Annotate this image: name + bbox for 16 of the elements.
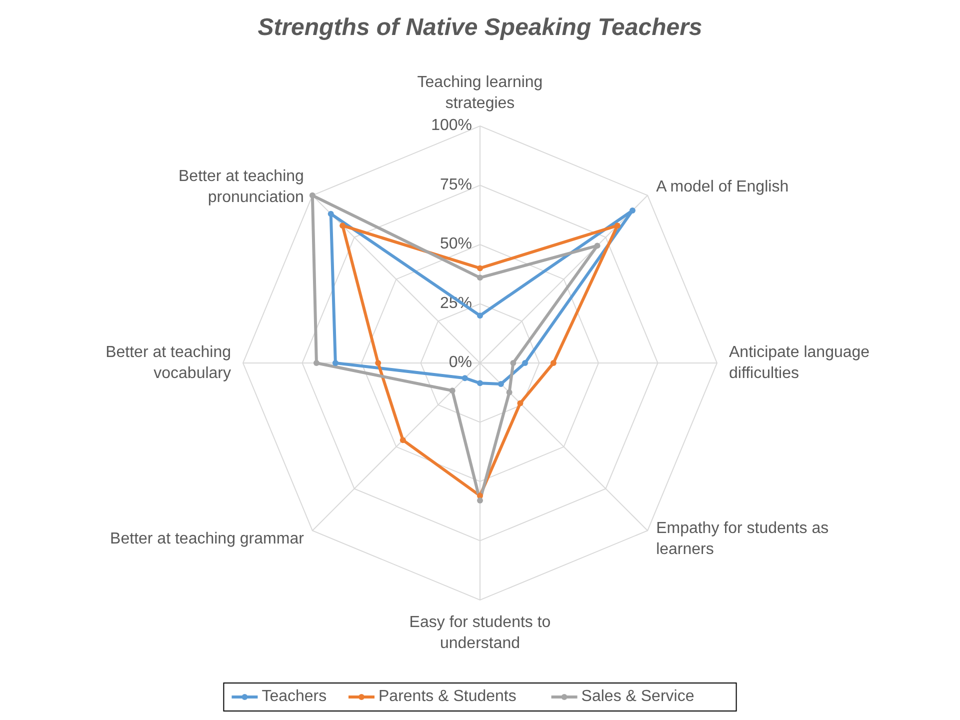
spoke-label: Easy for students to understand (409, 614, 551, 652)
y-tick-label: 50% (440, 236, 472, 253)
spoke-label: A model of English (656, 178, 789, 196)
spoke-label: Anticipate language difficulties (729, 344, 870, 382)
spoke-label: Better at teaching pronunciation (178, 168, 304, 206)
legend-label: Sales & Service (581, 688, 694, 706)
spoke-label: Empathy for students as learners (656, 520, 829, 558)
legend-label: Teachers (262, 688, 327, 706)
spoke-label: Better at teaching grammar (110, 530, 305, 548)
y-tick-label: 75% (440, 176, 472, 194)
spoke-label: Better at teaching vocabulary (106, 344, 231, 382)
y-tick-label: 100% (431, 117, 472, 134)
spoke-label: Teaching learning strategies (417, 74, 543, 112)
legend-label: Parents & Students (378, 688, 516, 706)
chart-title: Strengths of Native Speaking Teachers (258, 14, 702, 41)
y-tick-label: 0% (448, 354, 472, 372)
